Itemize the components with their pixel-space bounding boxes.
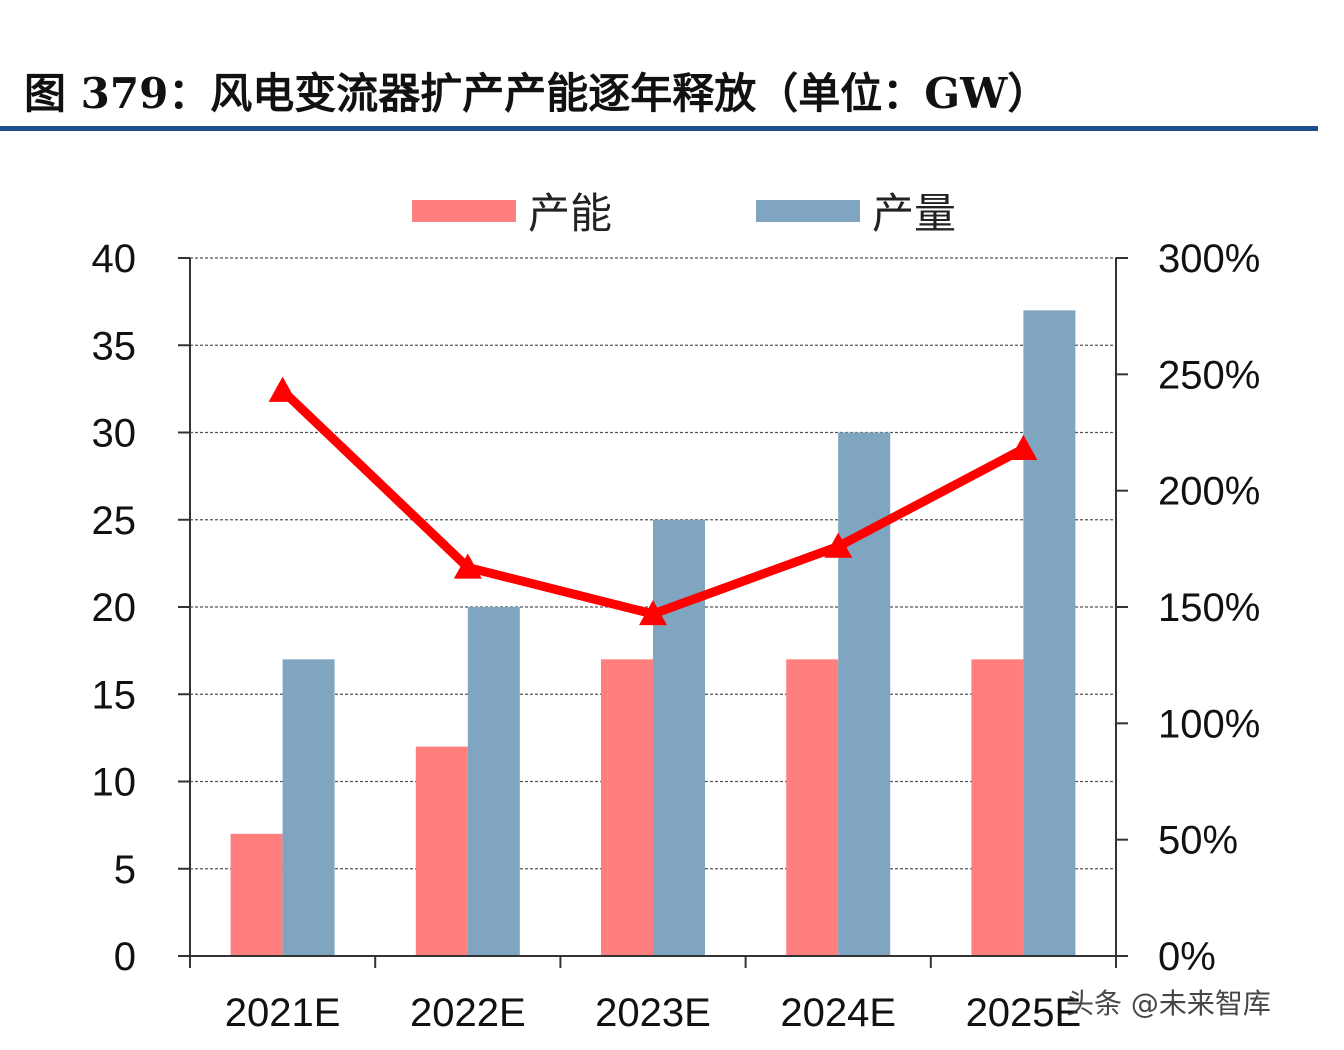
y-tick-label: 35 bbox=[92, 324, 137, 368]
axes bbox=[178, 257, 1128, 968]
y-tick-label: 5 bbox=[114, 848, 136, 892]
y2-tick-label: 200% bbox=[1158, 470, 1260, 514]
capacity-bar-2021E bbox=[230, 833, 283, 956]
y2-tick-label: 0% bbox=[1158, 935, 1216, 979]
y-tick-label: 20 bbox=[92, 586, 137, 630]
x-tick-label: 2024E bbox=[780, 991, 896, 1035]
y2-tick-label: 100% bbox=[1158, 702, 1260, 746]
y-tick-label: 30 bbox=[92, 412, 137, 456]
output-bar-2024E bbox=[838, 432, 891, 956]
capacity-bar-2025E bbox=[971, 659, 1024, 956]
ratio-marker-2025E bbox=[1009, 434, 1038, 460]
tick-labels: 0 5 10 15 20 25 30 35 40 0% 50% 100% 150% 200% 250% 300… bbox=[92, 237, 1261, 1035]
y2-tick-label: 150% bbox=[1158, 586, 1260, 630]
ratio-marker-2023E bbox=[639, 599, 667, 626]
y2-tick-label: 250% bbox=[1158, 353, 1260, 397]
legend: 产能 产量 bbox=[412, 189, 956, 238]
y-tick-label: 0 bbox=[114, 935, 136, 979]
ratio-marker-2024E bbox=[824, 532, 853, 558]
figure-title: 图 379：风电变流器扩产产能逐年释放（单位：GW） bbox=[24, 69, 1050, 118]
ratio-marker-2021E bbox=[268, 376, 297, 402]
output-bar-2025E bbox=[1023, 310, 1076, 957]
x-tick-label: 2023E bbox=[595, 991, 711, 1035]
y-tick-label: 25 bbox=[92, 499, 137, 543]
y-tick-label: 40 bbox=[92, 237, 137, 281]
y-tick-label: 15 bbox=[92, 673, 137, 717]
legend-label-output: 产量 bbox=[872, 189, 956, 238]
x-tick-label: 2022E bbox=[410, 991, 526, 1035]
legend-label-capacity: 产能 bbox=[528, 189, 612, 238]
capacity-bar-2022E bbox=[415, 746, 468, 956]
ratio-marker-2022E bbox=[453, 553, 482, 579]
x-tick-label: 2025E bbox=[966, 991, 1082, 1035]
legend-swatch-capacity bbox=[412, 200, 516, 222]
x-tick-label: 2021E bbox=[225, 991, 341, 1035]
y2-tick-label: 50% bbox=[1158, 819, 1238, 863]
capacity-bar-2023E bbox=[601, 659, 653, 956]
output-bar-2023E bbox=[653, 519, 705, 956]
ratio-line bbox=[268, 376, 1038, 626]
y2-tick-label: 300% bbox=[1158, 237, 1260, 281]
output-bar-2022E bbox=[467, 607, 520, 956]
bars bbox=[230, 310, 1076, 957]
title-rule bbox=[0, 126, 1318, 131]
output-bar-2021E bbox=[282, 659, 335, 956]
watermark: 头条 @未来智库 bbox=[1066, 987, 1271, 1020]
capacity-bar-2024E bbox=[786, 659, 839, 956]
legend-swatch-output bbox=[756, 200, 860, 222]
y-tick-label: 10 bbox=[92, 761, 137, 805]
